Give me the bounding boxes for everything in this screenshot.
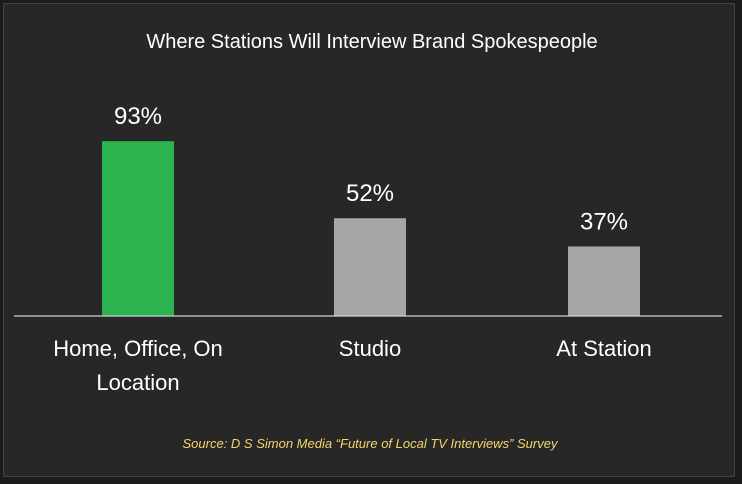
bar-2: [334, 218, 406, 316]
value-labels-group: 93% 52% 37%: [114, 103, 628, 235]
source-note: Source: D S Simon Media “Future of Local…: [183, 436, 559, 451]
category-label-3: At Station: [556, 336, 651, 361]
chart-frame: Where Stations Will Interview Brand Spok…: [3, 3, 735, 477]
category-label-1-line-1: Home, Office, On: [53, 336, 223, 361]
value-label-1: 93%: [114, 103, 162, 130]
value-label-2: 52%: [346, 180, 394, 207]
category-labels-group: Home, Office, On Location Studio At Station: [53, 336, 651, 395]
bar-3: [568, 246, 640, 316]
category-label-2: Studio: [339, 336, 401, 361]
bar-1: [102, 141, 174, 316]
bar-chart: Where Stations Will Interview Brand Spok…: [14, 31, 722, 451]
value-label-3: 37%: [580, 208, 628, 235]
bars-group: [102, 141, 640, 316]
chart-title: Where Stations Will Interview Brand Spok…: [146, 31, 597, 53]
category-label-1-line-2: Location: [96, 370, 179, 395]
